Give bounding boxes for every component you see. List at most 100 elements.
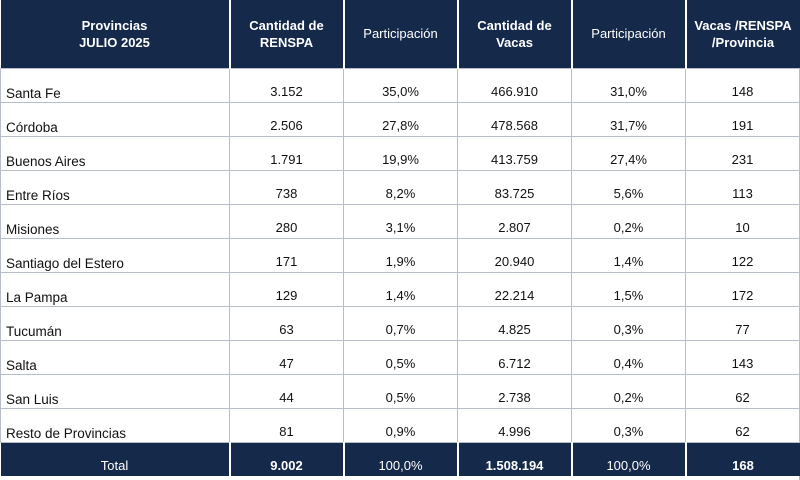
cell-part-renspa: 0,5% — [343, 339, 458, 375]
table-row: Tucumán 63 0,7% 4.825 0,3% 77 — [0, 305, 800, 341]
total-part-renspa: 100,0% — [343, 442, 459, 476]
cell-part-vacas: 31,7% — [571, 101, 686, 137]
header-cantidad-renspa-line1: Cantidad de — [249, 17, 324, 33]
cell-renspa: 1.791 — [229, 135, 344, 171]
cell-provincia: Resto de Provincias — [0, 407, 230, 443]
header-cantidad-vacas-line1: Cantidad de — [477, 17, 552, 33]
header-vacas-renspa-line1: Vacas /RENSPA — [694, 17, 792, 33]
header-cantidad-vacas: Cantidad de Vacas — [457, 0, 573, 68]
cell-part-vacas: 0,3% — [571, 407, 686, 443]
cell-provincia: Tucumán — [0, 305, 230, 341]
cell-part-renspa: 19,9% — [343, 135, 458, 171]
cell-vacas: 4.996 — [457, 407, 572, 443]
cell-provincia: Entre Ríos — [0, 169, 230, 205]
header-cantidad-renspa-line2: RENSPA — [259, 34, 314, 50]
cell-vacas: 2.807 — [457, 203, 572, 239]
total-row: Total 9.002 100,0% 1.508.194 100,0% 168 — [0, 442, 800, 476]
cell-part-renspa: 0,5% — [343, 373, 458, 409]
cell-part-vacas: 1,5% — [571, 271, 686, 307]
header-cantidad-renspa: Cantidad de RENSPA — [229, 0, 345, 68]
cell-part-vacas: 0,2% — [571, 373, 686, 409]
header-participacion-renspa-label: Participación — [363, 26, 438, 42]
cell-provincia: Salta — [0, 339, 230, 375]
cell-ratio: 62 — [685, 407, 800, 443]
cell-provincia: Córdoba — [0, 101, 230, 137]
header-vacas-renspa-provincia: Vacas /RENSPA /Provincia — [685, 0, 800, 68]
table-row: Córdoba 2.506 27,8% 478.568 31,7% 191 — [0, 101, 800, 137]
cell-vacas: 20.940 — [457, 237, 572, 273]
cell-provincia: San Luis — [0, 373, 230, 409]
cell-renspa: 280 — [229, 203, 344, 239]
header-provincias-line2: JULIO 2025 — [79, 34, 150, 50]
header-vacas-renspa-line2: /Provincia — [711, 34, 775, 50]
table-row: San Luis 44 0,5% 2.738 0,2% 62 — [0, 373, 800, 409]
cell-ratio: 143 — [685, 339, 800, 375]
cell-renspa: 129 — [229, 271, 344, 307]
cell-part-vacas: 0,3% — [571, 305, 686, 341]
cell-provincia: La Pampa — [0, 271, 230, 307]
cell-vacas: 2.738 — [457, 373, 572, 409]
table-row: Resto de Provincias 81 0,9% 4.996 0,3% 62 — [0, 407, 800, 443]
table-body: Santa Fe 3.152 35,0% 466.910 31,0% 148 Córdoba… — [0, 67, 800, 443]
cell-provincia: Santiago del Estero — [0, 237, 230, 273]
cell-part-vacas: 0,2% — [571, 203, 686, 239]
header-participacion-renspa: Participación — [343, 0, 459, 68]
header-participacion-vacas: Participación — [571, 0, 687, 68]
total-label: Total — [0, 442, 231, 476]
cell-vacas: 413.759 — [457, 135, 572, 171]
table-row: Santiago del Estero 171 1,9% 20.940 1,4% 122 — [0, 237, 800, 273]
cell-renspa: 81 — [229, 407, 344, 443]
cell-renspa: 63 — [229, 305, 344, 341]
cell-provincia: Misiones — [0, 203, 230, 239]
cell-ratio: 62 — [685, 373, 800, 409]
cell-renspa: 738 — [229, 169, 344, 205]
header-participacion-vacas-label: Participación — [591, 26, 666, 42]
total-part-vacas: 100,0% — [571, 442, 687, 476]
cell-provincia: Santa Fe — [0, 67, 230, 103]
cell-provincia: Buenos Aires — [0, 135, 230, 171]
cell-ratio: 122 — [685, 237, 800, 273]
cell-ratio: 113 — [685, 169, 800, 205]
cell-part-renspa: 8,2% — [343, 169, 458, 205]
header-provincias-line1: Provincias — [81, 17, 148, 33]
cell-ratio: 77 — [685, 305, 800, 341]
cell-vacas: 478.568 — [457, 101, 572, 137]
cell-renspa: 171 — [229, 237, 344, 273]
cell-part-vacas: 27,4% — [571, 135, 686, 171]
total-vacas: 1.508.194 — [457, 442, 573, 476]
total-renspa: 9.002 — [229, 442, 345, 476]
cell-ratio: 10 — [685, 203, 800, 239]
header-provincias: Provincias JULIO 2025 — [0, 0, 231, 68]
cell-part-renspa: 3,1% — [343, 203, 458, 239]
table-row: La Pampa 129 1,4% 22.214 1,5% 172 — [0, 271, 800, 307]
cell-renspa: 2.506 — [229, 101, 344, 137]
cell-vacas: 4.825 — [457, 305, 572, 341]
cell-part-vacas: 31,0% — [571, 67, 686, 103]
table-row: Santa Fe 3.152 35,0% 466.910 31,0% 148 — [0, 67, 800, 103]
table-row: Misiones 280 3,1% 2.807 0,2% 10 — [0, 203, 800, 239]
cell-ratio: 148 — [685, 67, 800, 103]
cell-renspa: 3.152 — [229, 67, 344, 103]
cell-part-renspa: 0,9% — [343, 407, 458, 443]
table-row: Entre Ríos 738 8,2% 83.725 5,6% 113 — [0, 169, 800, 205]
cell-part-vacas: 1,4% — [571, 237, 686, 273]
cell-part-renspa: 0,7% — [343, 305, 458, 341]
header-row: Provincias JULIO 2025 Cantidad de RENSPA… — [0, 0, 800, 68]
table-row: Salta 47 0,5% 6.712 0,4% 143 — [0, 339, 800, 375]
cell-ratio: 231 — [685, 135, 800, 171]
table-row: Buenos Aires 1.791 19,9% 413.759 27,4% 231 — [0, 135, 800, 171]
cell-renspa: 44 — [229, 373, 344, 409]
cell-ratio: 191 — [685, 101, 800, 137]
cell-renspa: 47 — [229, 339, 344, 375]
cell-part-renspa: 1,9% — [343, 237, 458, 273]
total-ratio: 168 — [685, 442, 800, 476]
cell-vacas: 6.712 — [457, 339, 572, 375]
cell-part-vacas: 5,6% — [571, 169, 686, 205]
cell-vacas: 22.214 — [457, 271, 572, 307]
table-footer: Total 9.002 100,0% 1.508.194 100,0% 168 — [0, 442, 800, 476]
cell-vacas: 466.910 — [457, 67, 572, 103]
cell-ratio: 172 — [685, 271, 800, 307]
cell-part-renspa: 27,8% — [343, 101, 458, 137]
